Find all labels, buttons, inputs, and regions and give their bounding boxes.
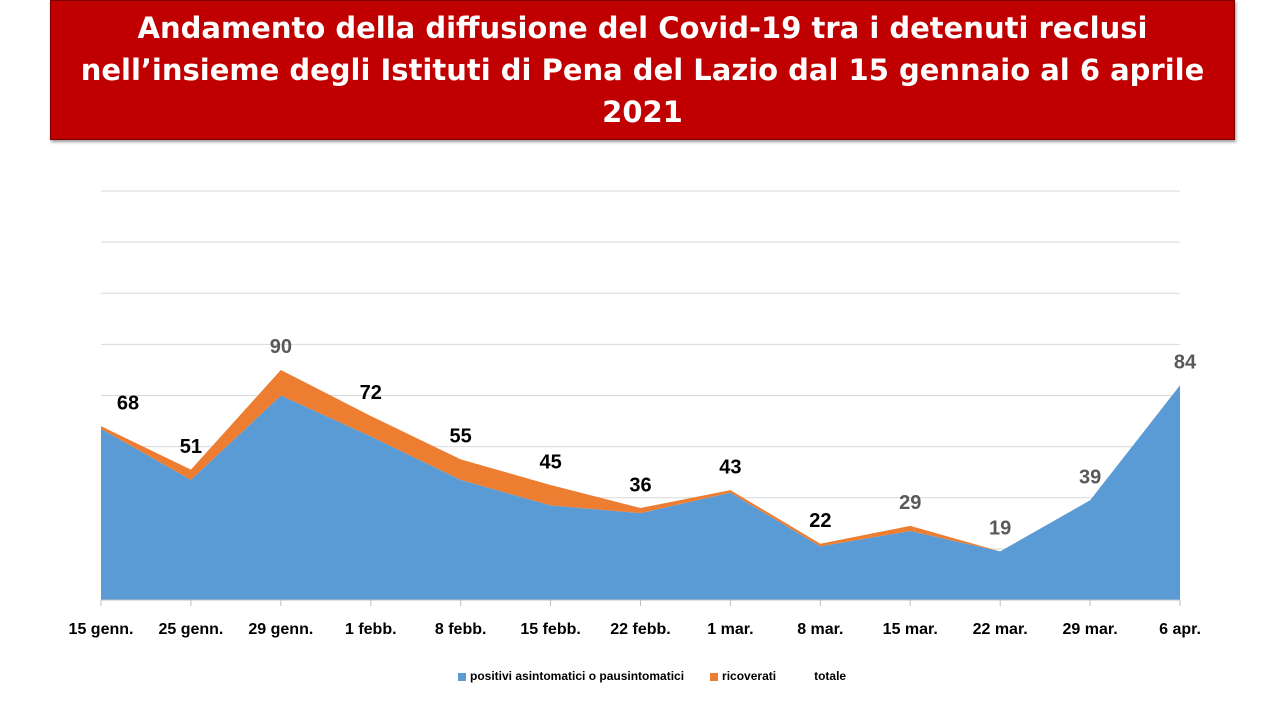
area <box>101 385 1180 600</box>
legend-swatch <box>458 673 466 681</box>
data-label: 68 <box>117 392 139 414</box>
data-label: 51 <box>180 436 202 458</box>
x-tick-label: 1 febb. <box>345 621 397 638</box>
data-label: 45 <box>539 451 561 473</box>
data-label: 55 <box>450 426 472 448</box>
legend-label: ricoverati <box>722 669 776 683</box>
data-label: 90 <box>270 336 292 358</box>
data-label: 43 <box>719 456 741 478</box>
x-tick-label: 8 febb. <box>435 621 487 638</box>
data-label: 22 <box>809 510 831 532</box>
data-label: 36 <box>629 474 651 496</box>
data-label: 19 <box>989 518 1011 540</box>
x-tick-label: 29 genn. <box>248 621 313 638</box>
x-tick-label: 15 febb. <box>520 621 580 638</box>
x-tick-label: 22 febb. <box>610 621 670 638</box>
x-tick-label: 8 mar. <box>797 621 843 638</box>
chart-title: Andamento della diffusione del Covid-19 … <box>80 11 1205 129</box>
x-tick-label: 25 genn. <box>158 621 223 638</box>
data-label: 84 <box>1174 352 1197 374</box>
x-tick-label: 22 mar. <box>973 621 1028 638</box>
x-tick-label: 15 mar. <box>883 621 938 638</box>
x-tick-label: 15 genn. <box>69 621 134 638</box>
data-label: 39 <box>1079 467 1101 489</box>
x-tick-label: 1 mar. <box>707 621 753 638</box>
x-tick-label: 6 apr. <box>1159 621 1201 638</box>
title-banner: Andamento della diffusione del Covid-19 … <box>50 0 1235 140</box>
legend-label: positivi asintomatici o pausintomatici <box>470 669 684 683</box>
legend-label: totale <box>814 669 846 683</box>
data-label: 29 <box>899 492 921 514</box>
data-label: 72 <box>360 382 382 404</box>
legend-swatch <box>710 673 719 681</box>
x-tick-label: 29 mar. <box>1063 621 1118 638</box>
